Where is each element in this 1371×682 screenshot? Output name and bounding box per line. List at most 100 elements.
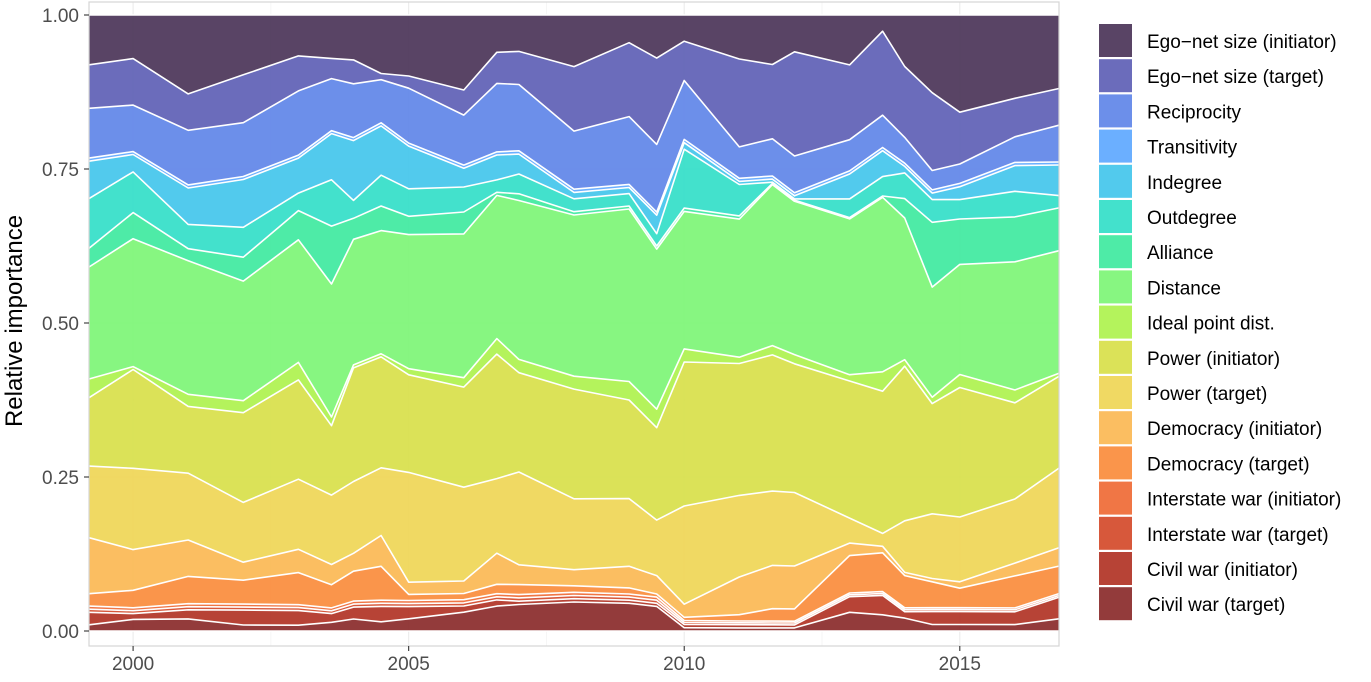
boundary-distance: [88, 183, 1060, 288]
legend-swatch: [1099, 340, 1132, 374]
y-tick-label: 0.00: [42, 622, 79, 643]
boundary-civil-war-initiator: [88, 594, 1060, 626]
legend-label: Power (target): [1147, 384, 1267, 405]
y-tick-label: 0.75: [42, 160, 79, 181]
area-alliance: [89, 183, 1059, 288]
area-indegree: [89, 125, 1059, 234]
area-outdegree: [89, 149, 1059, 258]
legend-label: Distance: [1147, 278, 1221, 299]
legend-swatch: [1099, 552, 1132, 585]
legend-label: Ego−net size (initiator): [1147, 32, 1337, 53]
boundary-democracy-target: [88, 552, 1060, 619]
legend-item: Alliance: [1099, 235, 1214, 269]
x-axis: 2000 2005 2010 2015: [112, 646, 981, 675]
legend-item: Indegree: [1099, 164, 1222, 198]
y-tick-label: 1.00: [42, 6, 79, 27]
boundary-ideal-point-dist: [88, 337, 1060, 418]
boundary-transitivity: [88, 122, 1060, 213]
legend-label: Civil war (initiator): [1147, 560, 1298, 581]
area-power-target: [89, 466, 1059, 605]
area-ego-net-size-initiator: [89, 15, 1059, 113]
y-tick-label: 0.50: [42, 314, 79, 335]
legend-label: Outdegree: [1147, 208, 1237, 229]
legend-label: Ideal point dist.: [1147, 314, 1275, 335]
x-tick-label: 2010: [663, 654, 705, 675]
area-layers: [89, 15, 1059, 631]
legend-item: Transitivity: [1099, 129, 1238, 163]
legend-label: Democracy (initiator): [1147, 419, 1322, 440]
area-democracy-target: [89, 552, 1059, 622]
area-distance: [89, 184, 1059, 417]
y-tick-label: 0.25: [42, 468, 79, 489]
area-ideal-point-dist: [89, 338, 1059, 428]
legend-label: Transitivity: [1147, 138, 1238, 159]
area-power-initiator: [89, 354, 1059, 534]
legend-swatch: [1099, 481, 1132, 515]
boundary-civil-war-target: [88, 601, 1060, 629]
legend-item: Interstate war (initiator): [1099, 481, 1341, 515]
legend-swatch: [1099, 516, 1132, 550]
area-civil-war-initiator: [89, 595, 1059, 628]
legend-item: Power (target): [1099, 376, 1267, 409]
legend-swatch: [1099, 94, 1132, 128]
legend-swatch: [1099, 270, 1132, 304]
legend-swatch: [1099, 129, 1132, 163]
legend-label: Interstate war (target): [1147, 525, 1329, 546]
boundary-indegree: [88, 125, 1060, 216]
boundary-reciprocity: [88, 77, 1060, 172]
legend-item: Ideal point dist.: [1099, 305, 1275, 339]
x-tick-label: 2000: [112, 654, 154, 675]
x-tick-label: 2015: [939, 654, 981, 675]
legend-item: Outdegree: [1099, 200, 1237, 233]
legend-item: Civil war (target): [1099, 587, 1285, 621]
legend-item: Interstate war (target): [1099, 516, 1329, 550]
legend-swatch: [1099, 200, 1132, 233]
boundary-interstate-war-initiator: [88, 590, 1060, 622]
y-axis-title: Relative importance: [1, 215, 28, 427]
plot-panel: [88, 1, 1060, 647]
legend-label: Indegree: [1147, 173, 1222, 194]
legend-label: Democracy (target): [1147, 454, 1310, 475]
boundary-interstate-war-target: [88, 592, 1060, 624]
legend-swatch: [1099, 235, 1132, 269]
boundary-power-target: [88, 465, 1060, 535]
panel-border: [88, 1, 1060, 647]
area-boundaries: [88, 14, 1060, 632]
area-democracy-initiator: [89, 535, 1059, 618]
legend-swatch: [1099, 446, 1132, 480]
legend-swatch: [1099, 376, 1132, 409]
legend-item: Distance: [1099, 270, 1221, 304]
legend-swatch: [1099, 24, 1132, 57]
legend-item: Ego−net size (target): [1099, 59, 1324, 93]
legend-label: Power (initiator): [1147, 349, 1280, 370]
legend-swatch: [1099, 305, 1132, 339]
legend-item: Power (initiator): [1099, 340, 1280, 374]
legend-swatch: [1099, 59, 1132, 93]
legend-label: Ego−net size (target): [1147, 67, 1324, 88]
y-axis: 0.00 0.25 0.50 0.75 1.00: [42, 6, 89, 643]
legend-item: Democracy (target): [1099, 446, 1310, 480]
legend-label: Reciprocity: [1147, 102, 1241, 123]
boundary-democracy-initiator: [88, 534, 1060, 605]
legend-label: Alliance: [1147, 243, 1214, 264]
legend-swatch: [1099, 164, 1132, 198]
legend-item: Ego−net size (initiator): [1099, 24, 1337, 57]
boundary-power-initiator: [88, 353, 1060, 429]
x-tick-label: 2005: [388, 654, 430, 675]
legend-label: Interstate war (initiator): [1147, 490, 1341, 511]
boundary-outdegree: [88, 148, 1060, 235]
boundary-ego-net-size-target: [88, 30, 1060, 113]
legend-swatch: [1099, 587, 1132, 621]
legend-item: Reciprocity: [1099, 94, 1241, 128]
legend: Ego−net size (initiator) Ego−net size (ta…: [1099, 24, 1341, 621]
area-ego-net-size-target: [89, 31, 1059, 171]
legend-item: Civil war (initiator): [1099, 552, 1298, 585]
legend-label: Civil war (target): [1147, 595, 1285, 616]
legend-swatch: [1099, 411, 1132, 445]
boundary-alliance: [88, 182, 1060, 258]
legend-item: Democracy (initiator): [1099, 411, 1322, 445]
area-interstate-war-target: [89, 593, 1059, 625]
area-reciprocity: [89, 78, 1059, 213]
